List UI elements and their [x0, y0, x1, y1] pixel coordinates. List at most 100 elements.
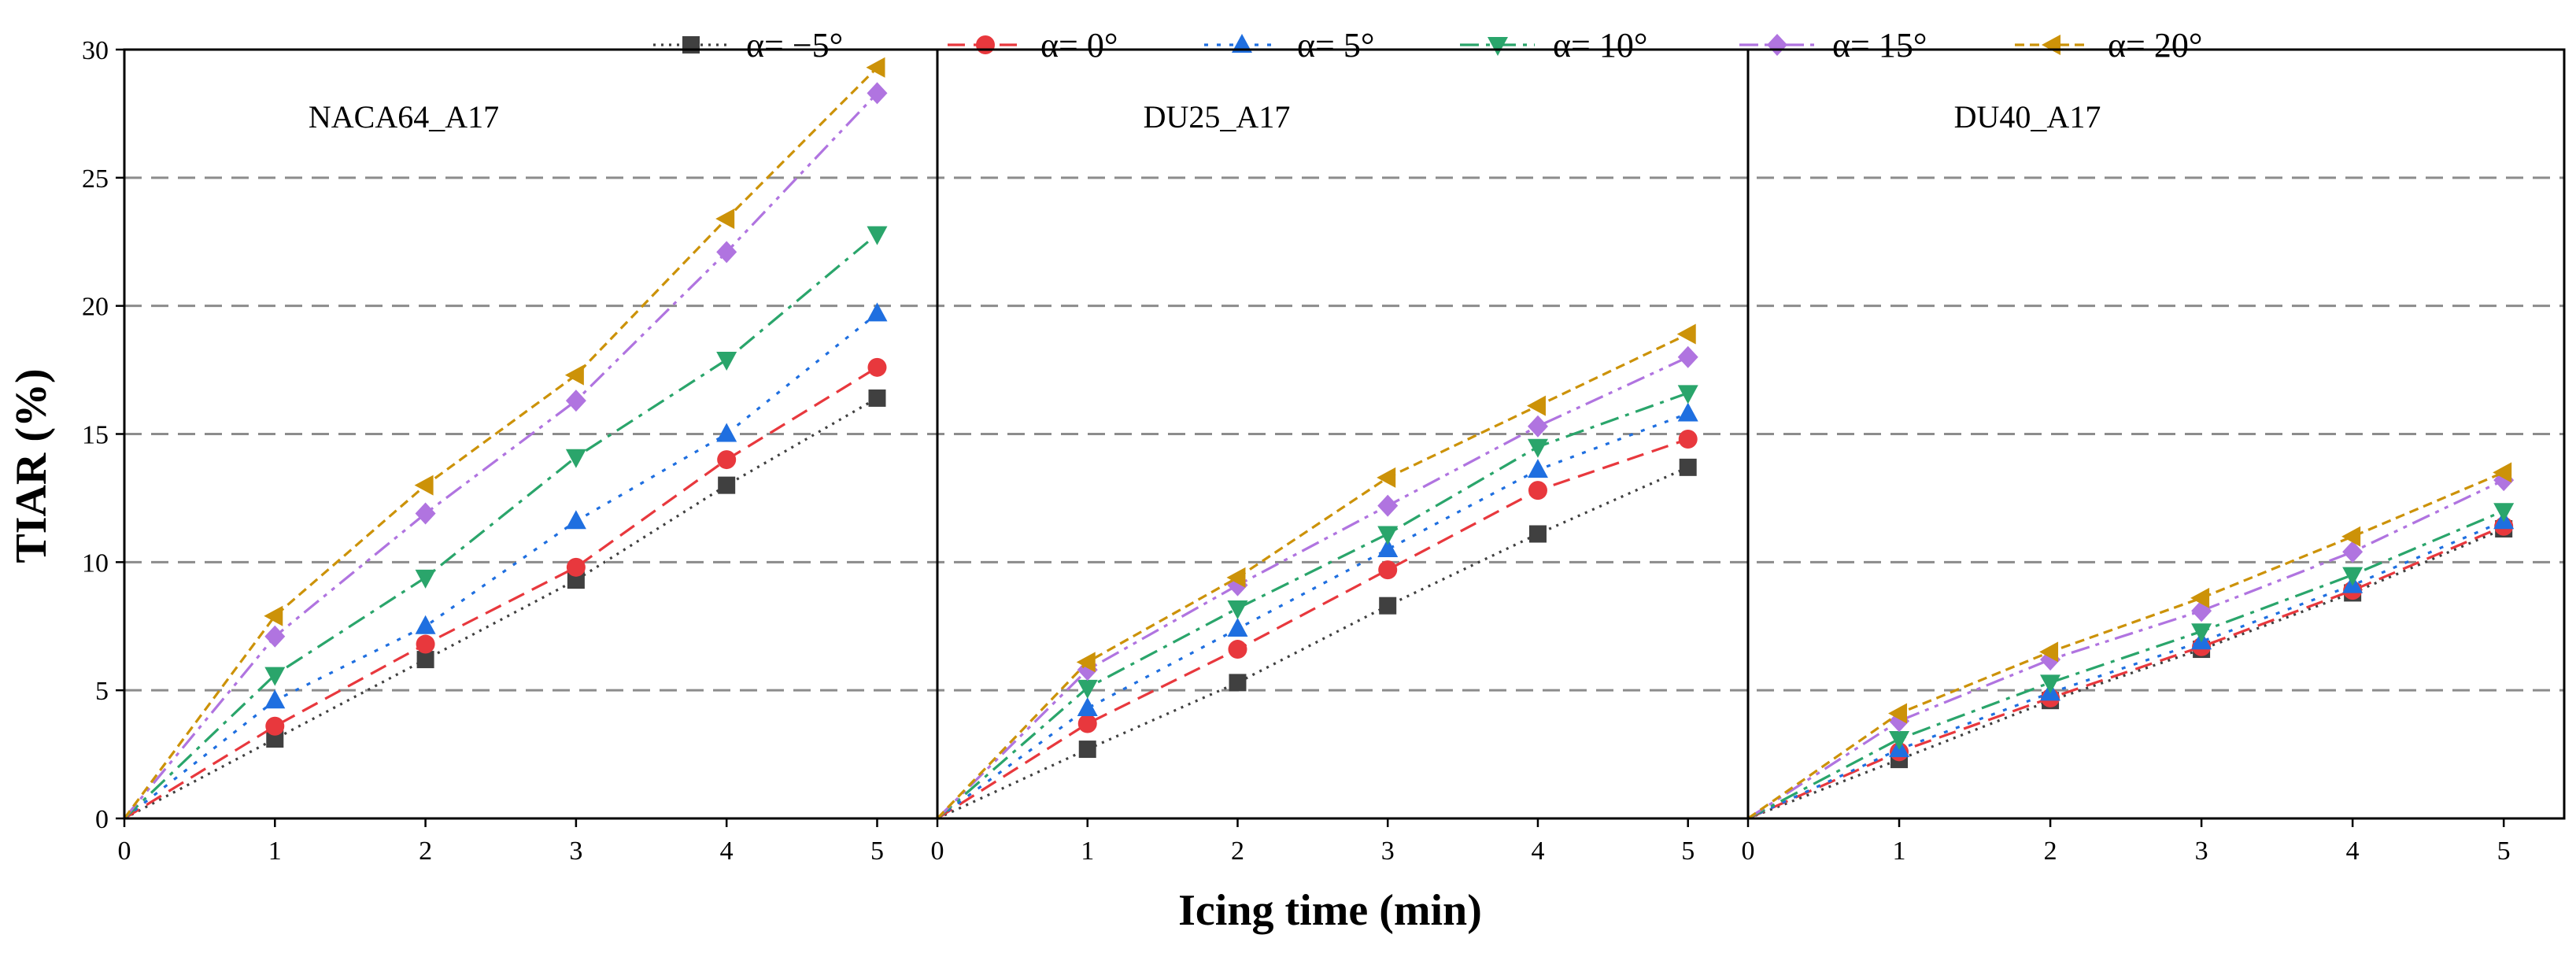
data-point-naca64-a17-p0-5	[867, 357, 887, 377]
data-point-naca64-a17-p10-1	[264, 667, 286, 686]
data-point-du25-a17-m5-1	[1078, 741, 1096, 759]
data-point-du25-a17-p0-3	[1378, 560, 1398, 580]
data-point-du40-a17-p10-3	[2191, 623, 2212, 643]
data-point-du25-a17-p10-1	[1077, 679, 1098, 699]
x-tick-label-naca64-a17-0: 0	[118, 837, 131, 866]
panel-title-naca64-a17: NACA64_A17	[309, 99, 499, 135]
series-line-naca64-a17-p15	[123, 92, 878, 820]
x-tick-label-du25-a17-2: 2	[1231, 837, 1244, 866]
data-point-naca64-a17-m5-4	[718, 476, 736, 494]
data-point-du25-a17-p15-3	[1377, 494, 1399, 517]
data-point-du40-a17-p10-2	[2040, 674, 2061, 694]
data-point-du25-a17-p20-3	[1377, 467, 1396, 488]
series-line-naca64-a17-p20	[123, 66, 878, 819]
data-point-naca64-a17-p15-3	[565, 390, 586, 412]
data-point-naca64-a17-p10-5	[867, 226, 888, 246]
legend-label-m5: α= −5°	[746, 26, 843, 65]
data-point-du25-a17-p0-1	[1077, 714, 1097, 733]
data-point-du25-a17-p10-3	[1377, 526, 1399, 545]
data-point-naca64-a17-p15-2	[415, 502, 436, 525]
series-line-du25-a17-p10	[936, 391, 1689, 820]
panel-title-du25-a17: DU25_A17	[1144, 99, 1291, 135]
data-point-du25-a17-m5-3	[1379, 597, 1397, 615]
y-tick-label-0: 0	[95, 805, 109, 834]
series-line-du40-a17-p5	[1747, 519, 2504, 820]
x-tick-label-du40-a17-0: 0	[1742, 837, 1755, 866]
x-tick-label-du25-a17-1: 1	[1081, 837, 1094, 866]
series-line-naca64-a17-p0	[124, 366, 878, 820]
y-tick-label-20: 20	[82, 293, 109, 322]
data-point-naca64-a17-p15-1	[264, 625, 286, 648]
x-tick-label-naca64-a17-5: 5	[870, 837, 884, 866]
legend-label-p20: α= 20°	[2108, 26, 2202, 65]
legend-marker-p15	[1767, 34, 1787, 56]
x-tick-label-du40-a17-2: 2	[2044, 837, 2057, 866]
series-line-du40-a17-m5	[1747, 527, 2504, 820]
series-line-du40-a17-p15	[1747, 478, 2504, 820]
x-tick-label-du40-a17-4: 4	[2346, 837, 2360, 866]
data-point-naca64-a17-p5-4	[716, 423, 737, 442]
x-tick-label-du25-a17-3: 3	[1381, 837, 1395, 866]
series-line-du40-a17-p10	[1747, 509, 2504, 820]
data-point-du25-a17-p15-4	[1527, 415, 1548, 438]
data-point-naca64-a17-m5-3	[567, 571, 585, 589]
data-point-du40-a17-p10-4	[2342, 567, 2363, 586]
data-point-naca64-a17-m5-5	[868, 389, 886, 407]
data-point-du25-a17-p20-2	[1226, 567, 1246, 588]
data-point-du25-a17-p0-2	[1228, 640, 1247, 659]
data-point-naca64-a17-p5-3	[565, 510, 586, 530]
x-tick-label-du25-a17-0: 0	[931, 837, 944, 866]
legend-label-p0: α= 0°	[1040, 26, 1118, 65]
series-line-naca64-a17-p5	[124, 312, 878, 820]
data-point-naca64-a17-p0-3	[566, 557, 586, 577]
data-point-naca64-a17-p20-4	[715, 208, 735, 229]
data-point-du25-a17-m5-5	[1679, 458, 1697, 476]
data-point-naca64-a17-p10-2	[415, 569, 436, 589]
x-tick-label-du25-a17-4: 4	[1531, 837, 1544, 866]
series-line-du25-a17-p15	[936, 356, 1689, 820]
data-point-du40-a17-p20-4	[2341, 526, 2361, 547]
series-line-du40-a17-p20	[1747, 471, 2504, 820]
legend-marker-p5	[1232, 34, 1252, 53]
series-line-du25-a17-p5	[937, 412, 1689, 820]
series-line-du25-a17-m5	[937, 466, 1689, 820]
legend-marker-p20	[2042, 35, 2060, 55]
data-point-naca64-a17-p0-1	[265, 716, 285, 736]
data-point-naca64-a17-m5-2	[416, 651, 434, 669]
data-point-du25-a17-p5-3	[1377, 538, 1399, 558]
data-point-naca64-a17-p0-2	[416, 634, 435, 654]
y-axis-label: TIAR (%)	[7, 368, 56, 563]
axis-ticks: 0 1 2 3 4 5 0 1 2 3 4 5 0 1 2 3 4 5 0 5 10 15 20 25 30	[82, 36, 2511, 866]
data-point-du40-a17-p20-3	[2190, 587, 2210, 608]
x-tick-label-du40-a17-5: 5	[2497, 837, 2511, 866]
x-tick-label-naca64-a17-3: 3	[569, 837, 582, 866]
y-tick-label-30: 30	[82, 36, 109, 65]
data-point-du25-a17-p5-1	[1077, 696, 1098, 716]
data-point-du25-a17-p5-5	[1677, 402, 1698, 422]
data-point-du40-a17-p20-5	[2493, 462, 2512, 483]
x-tick-label-naca64-a17-1: 1	[268, 837, 282, 866]
data-point-naca64-a17-p5-5	[867, 302, 888, 322]
series-line-du25-a17-p0	[937, 438, 1689, 820]
panel-title-du40-a17: DU40_A17	[1954, 99, 2101, 135]
data-point-naca64-a17-p15-5	[867, 82, 888, 105]
data-point-du25-a17-p10-4	[1527, 438, 1548, 458]
legend: α= −5° α= 0° α= 5° α= 10° α= 15° α= 20°	[653, 26, 2202, 65]
series-line-naca64-a17-p10	[123, 233, 878, 820]
y-tick-label-10: 10	[82, 549, 109, 578]
x-tick-label-du40-a17-1: 1	[1893, 837, 1906, 866]
data-point-naca64-a17-p20-5	[866, 57, 885, 78]
data-point-du25-a17-m5-4	[1528, 525, 1547, 543]
data-point-naca64-a17-p5-1	[264, 689, 286, 709]
legend-marker-p10	[1488, 37, 1508, 56]
data-point-du25-a17-p20-5	[1676, 323, 1696, 345]
series-layer	[123, 57, 2515, 820]
x-tick-label-naca64-a17-2: 2	[419, 837, 432, 866]
legend-label-p10: α= 10°	[1553, 26, 1647, 65]
data-point-du25-a17-p10-2	[1227, 600, 1248, 619]
panel-titles: NACA64_A17 DU25_A17 DU40_A17	[309, 99, 2101, 135]
data-point-du40-a17-p15-4	[2342, 541, 2363, 563]
data-point-naca64-a17-p20-3	[564, 364, 584, 386]
legend-marker-p0	[976, 35, 995, 54]
y-tick-label-5: 5	[95, 677, 109, 706]
